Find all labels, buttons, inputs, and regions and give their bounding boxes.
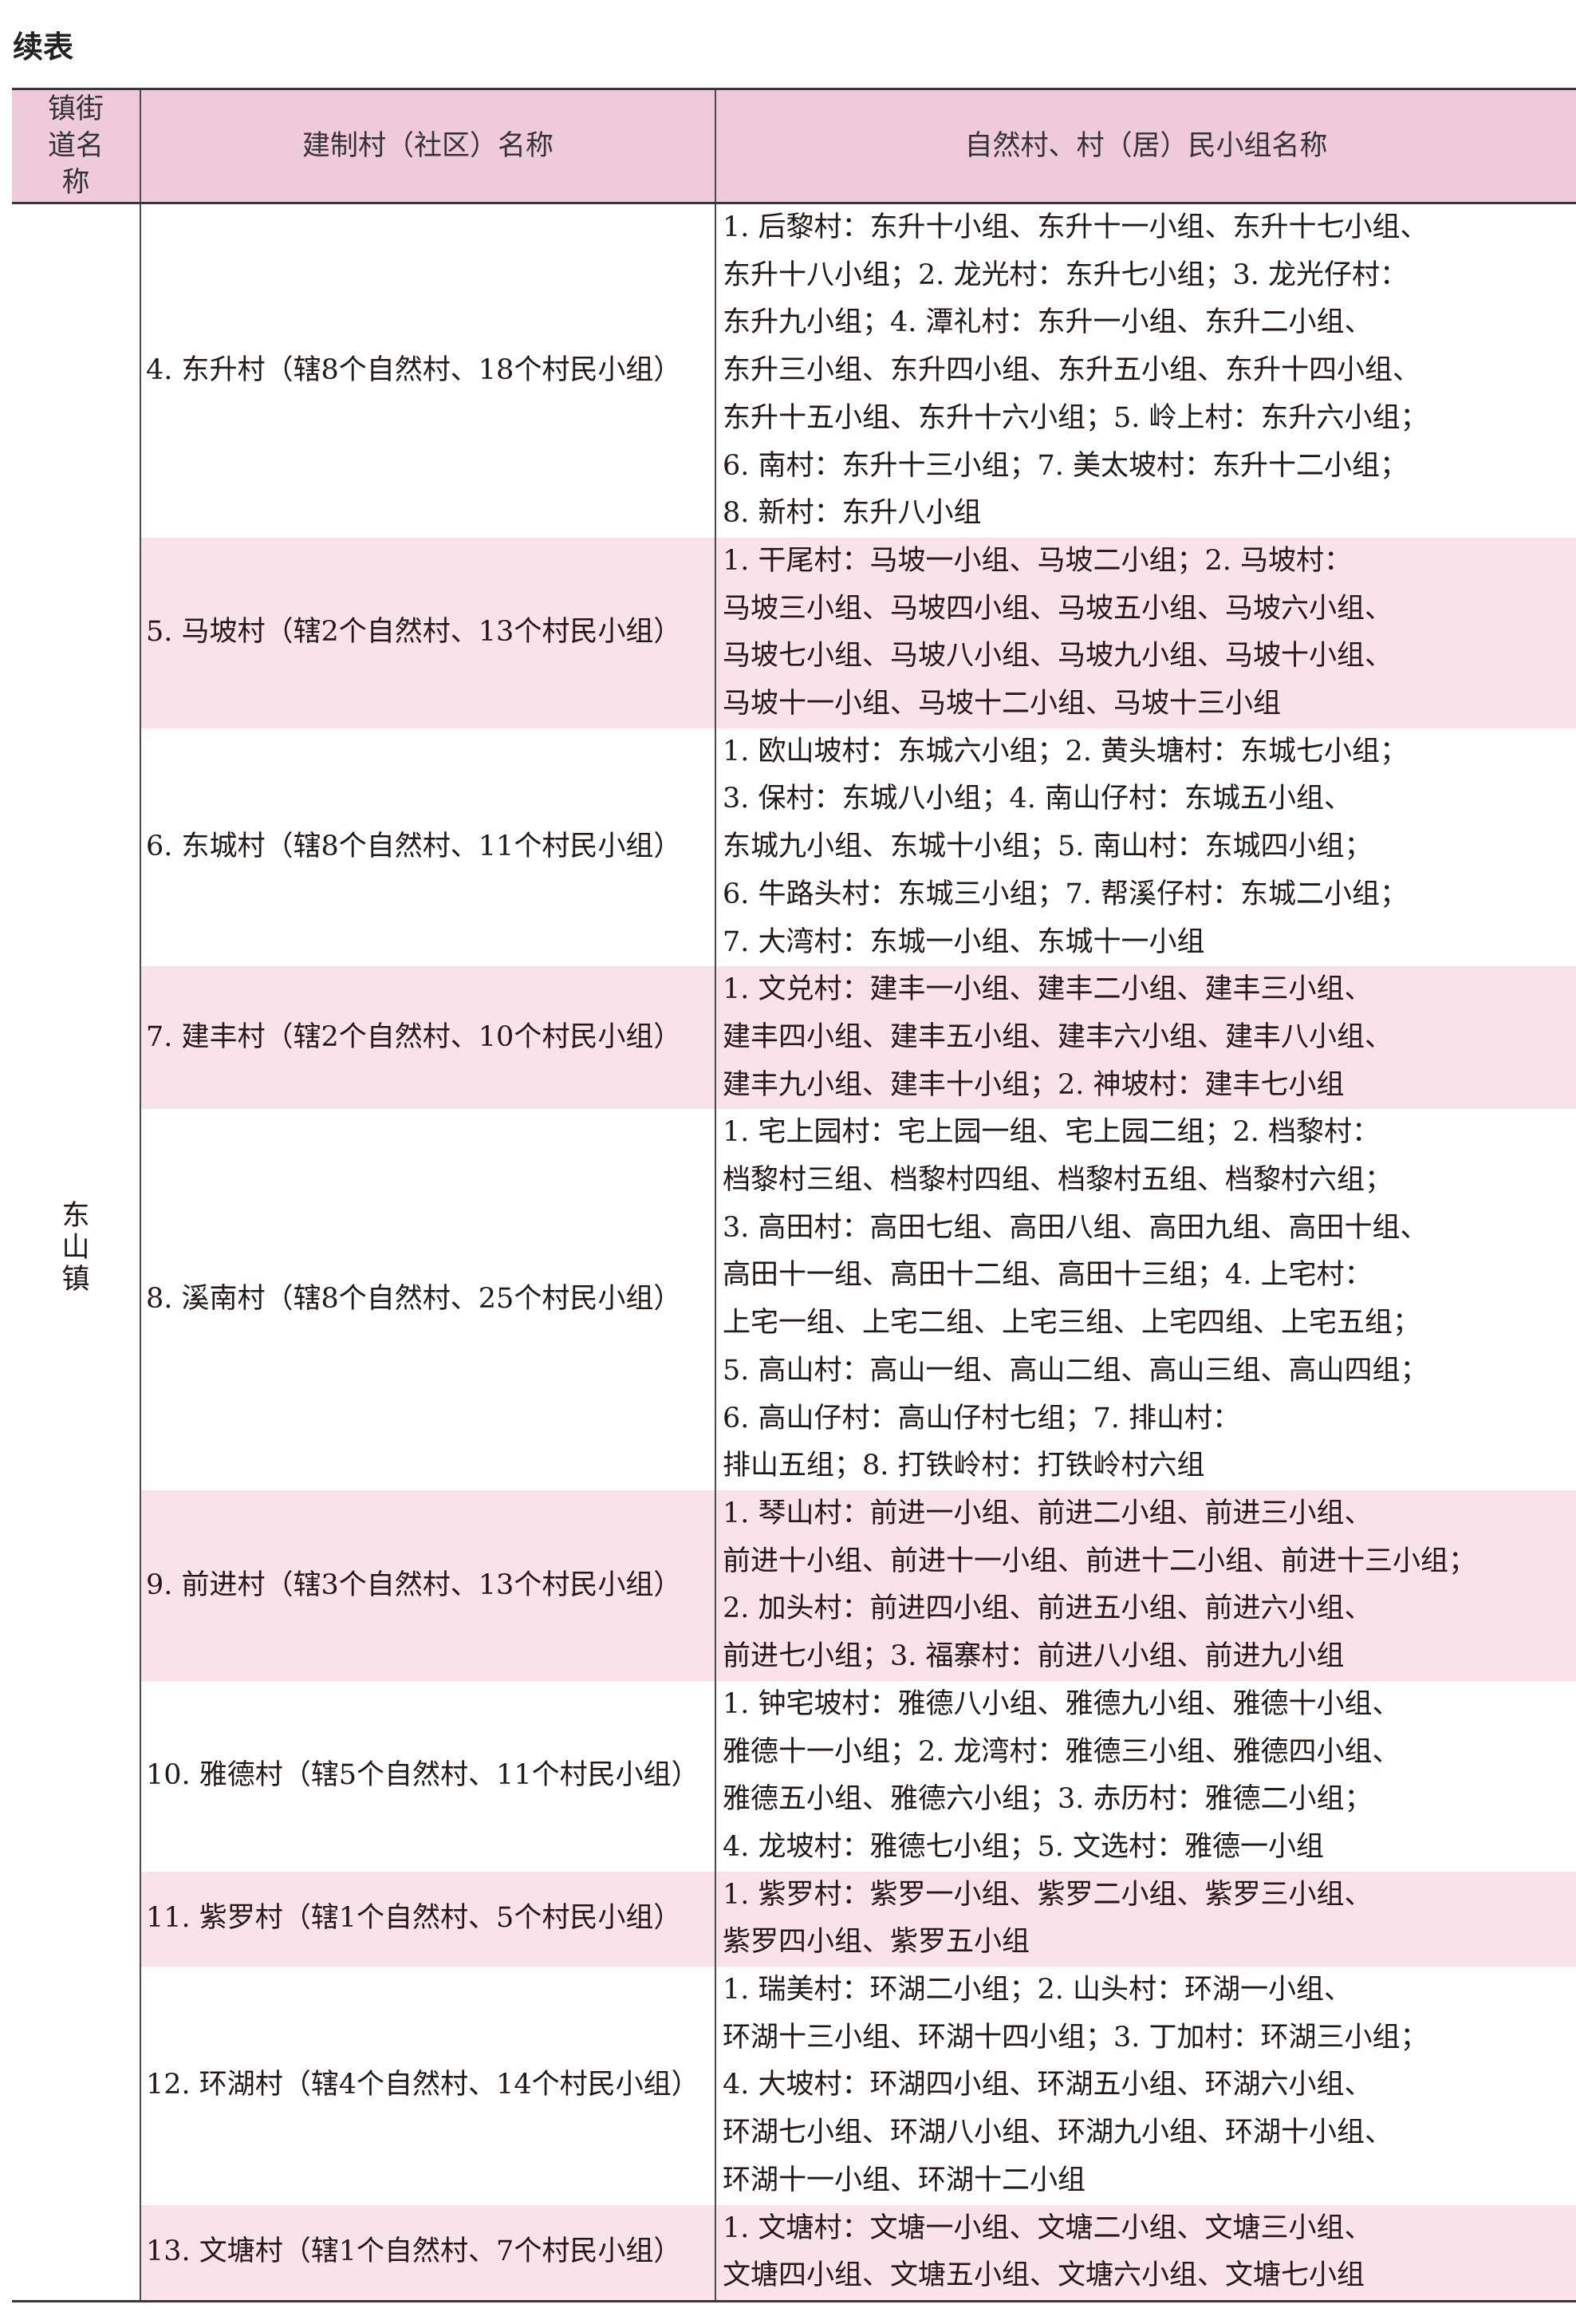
header-groups: 自然村、村（居）民小组名称: [715, 88, 1576, 204]
groups-cell: 1. 文塘村：文塘一小组、文塘二小组、文塘三小组、 文塘四小组、文塘五小组、文塘六…: [715, 2204, 1576, 2302]
groups-line: 东升十五小组、东升十六小组；5. 岭上村：东升六小组；: [723, 401, 1428, 434]
groups-line: 5. 高山村：高山一组、高山二组、高山三组、高山四组；: [723, 1354, 1428, 1387]
groups-line: 东升十八小组；2. 龙光村：东升七小组；3. 龙光仔村：: [723, 258, 1409, 291]
groups-line: 建丰四小组、建丰五小组、建丰六小组、建丰八小组、: [723, 1020, 1393, 1053]
header-town: 镇街道名称: [12, 88, 140, 204]
groups-line: 马坡三小组、马坡四小组、马坡五小组、马坡六小组、: [723, 592, 1393, 625]
table-row: 12. 环湖村（辖4个自然村、14个村民小组） 1. 瑞美村：环湖二小组；2. 山…: [12, 1967, 1576, 2205]
table-row: 东山镇 4. 东升村（辖8个自然村、18个村民小组） 1. 后黎村：东升十小组、东升…: [12, 203, 1576, 2302]
groups-line: 1. 后黎村：东升十小组、东升十一小组、东升十七小组、: [723, 211, 1428, 243]
groups-line: 6. 南村：东升十三小组；7. 美太坡村：东升十二小组；: [723, 449, 1409, 482]
table-row: 8. 溪南村（辖8个自然村、25个村民小组） 1. 宅上园村：宅上园一组、宅上园二…: [12, 1109, 1576, 1490]
groups-line: 1. 琴山村：前进一小组、前进二小组、前进三小组、: [723, 1497, 1373, 1529]
groups-line: 4. 大坡村：环湖四小组、环湖五小组、环湖六小组、: [723, 2069, 1373, 2101]
groups-line: 前进七小组；3. 福寨村：前进八小组、前进九小组: [723, 1640, 1345, 1673]
groups-line: 1. 紫罗村：紫罗一小组、紫罗二小组、紫罗三小组、: [723, 1878, 1373, 1911]
groups-line: 1. 瑞美村：环湖二小组；2. 山头村：环湖一小组、: [723, 1974, 1353, 2006]
groups-line: 6. 高山仔村：高山仔村七组；7. 排山村：: [723, 1402, 1241, 1434]
groups-cell: 1. 紫罗村：紫罗一小组、紫罗二小组、紫罗三小组、 紫罗四小组、紫罗五小组: [715, 1871, 1576, 1967]
groups-line: 4. 龙坡村：雅德七小组；5. 文选村：雅德一小组: [723, 1830, 1325, 1863]
town-cell: 东山镇: [12, 203, 141, 2302]
groups-line: 1. 钟宅坡村：雅德八小组、雅德九小组、雅德十小组、: [723, 1687, 1401, 1720]
groups-cell: 1. 干尾村：马坡一小组、马坡二小组；2. 马坡村： 马坡三小组、马坡四小组、马坡…: [715, 537, 1576, 728]
groups-line: 排山五组；8. 打铁岭村：打铁岭村六组: [723, 1450, 1205, 1482]
table-row: 6. 东城村（辖8个自然村、11个村民小组） 1. 欧山坡村：东城六小组；2. 黄…: [12, 728, 1576, 967]
village-groups-table: 镇街道名称 建制村（社区）名称 自然村、村（居）民小组名称 东山镇 4. 东升村（…: [12, 88, 1576, 2302]
groups-line: 环湖七小组、环湖八小组、环湖九小组、环湖十小组、: [723, 2117, 1393, 2149]
groups-line: 环湖十三小组、环湖十四小组；3. 丁加村：环湖三小组；: [723, 2021, 1428, 2054]
village-name-cell: 5. 马坡村（辖2个自然村、13个村民小组）: [140, 537, 715, 728]
table-row: 11. 紫罗村（辖1个自然村、5个村民小组） 1. 紫罗村：紫罗一小组、紫罗二小组…: [12, 1871, 1576, 1967]
village-name-cell: 12. 环湖村（辖4个自然村、14个村民小组）: [146, 2069, 699, 2101]
groups-line: 1. 宅上园村：宅上园一组、宅上园二组；2. 档黎村：: [723, 1116, 1381, 1149]
table-row: 10. 雅德村（辖5个自然村、11个村民小组） 1. 钟宅坡村：雅德八小组、雅德九…: [12, 1680, 1576, 1872]
groups-line: 高田十一组、高田十二组、高田十三组；4. 上宅村：: [723, 1259, 1373, 1292]
village-name-cell: 4. 东升村（辖8个自然村、18个村民小组）: [140, 203, 715, 538]
groups-line: 马坡十一小组、马坡十二小组、马坡十三小组: [723, 688, 1282, 720]
table-row: 5. 马坡村（辖2个自然村、13个村民小组） 1. 干尾村：马坡一小组、马坡二小组…: [12, 537, 1576, 728]
groups-line: 马坡七小组、马坡八小组、马坡九小组、马坡十小组、: [723, 640, 1393, 673]
groups-line: 雅德十一小组；2. 龙湾村：雅德三小组、雅德四小组、: [723, 1735, 1401, 1768]
groups-cell: 1. 琴山村：前进一小组、前进二小组、前进三小组、前进十小组、前进十一小组、前进…: [715, 1489, 1576, 1681]
groups-line: 3. 保村：东城八小组；4. 南山仔村：东城五小组、: [723, 783, 1353, 815]
village-name-cell: 11. 紫罗村（辖1个自然村、5个村民小组）: [140, 1871, 715, 1967]
groups-line: 3. 高田村：高田七组、高田八组、高田九组、高田十组、: [723, 1211, 1428, 1244]
groups-line: 1. 干尾村：马坡一小组、马坡二小组；2. 马坡村：: [723, 544, 1353, 577]
groups-line: 2. 加头村：前进四小组、前进五小组、前进六小组、: [723, 1592, 1373, 1625]
groups-line: 雅德五小组、雅德六小组；3. 赤历村：雅德二小组；: [723, 1783, 1373, 1816]
groups-line: 1. 欧山坡村：东城六小组；2. 黄头塘村：东城七小组；: [723, 735, 1409, 767]
table-row: 7. 建丰村（辖2个自然村、10个村民小组） 1. 文兑村：建丰一小组、建丰二小组…: [12, 966, 1576, 1110]
groups-line: 文塘四小组、文塘五小组、文塘六小组、文塘七小组: [723, 2259, 1365, 2292]
groups-line: 1. 文塘村：文塘一小组、文塘二小组、文塘三小组、: [723, 2212, 1373, 2244]
village-name-cell: 8. 溪南村（辖8个自然村、25个村民小组）: [146, 1283, 682, 1316]
table-row: 13. 文塘村（辖1个自然村、7个村民小组） 1. 文塘村：文塘一小组、文塘二小组…: [12, 2204, 1576, 2302]
groups-line: 东城九小组、东城十小组；5. 南山村：东城四小组；: [723, 831, 1373, 863]
village-name-cell: 13. 文塘村（辖1个自然村、7个村民小组）: [140, 2204, 715, 2302]
village-name-cell: 7. 建丰村（辖2个自然村、10个村民小组）: [140, 966, 715, 1110]
groups-line: 紫罗四小组、紫罗五小组: [723, 1926, 1030, 1959]
groups-line: 7. 大湾村：东城一小组、东城十一小组: [723, 925, 1205, 958]
groups-cell: 1. 文兑村：建丰一小组、建丰二小组、建丰三小组、 建丰四小组、建丰五小组、建丰六…: [715, 966, 1576, 1110]
table-row: 9. 前进村（辖3个自然村、13个村民小组） 1. 琴山村：前进一小组、前进二小组…: [12, 1489, 1576, 1681]
town-name: 东山镇: [61, 1200, 90, 1296]
groups-cell: 1. 后黎村：东升十小组、东升十一小组、东升十七小组、 东升十八小组；2. 龙光村…: [715, 203, 1576, 538]
table-caption: 续表: [13, 30, 74, 65]
groups-line: 6. 牛路头村：东城三小组；7. 帮溪仔村：东城二小组；: [723, 878, 1409, 910]
table-header-row: 镇街道名称 建制村（社区）名称 自然村、村（居）民小组名称: [12, 88, 1576, 204]
groups-line: 前进十小组、前进十一小组、前进十二小组、前进十三小组；: [723, 1545, 1477, 1577]
groups-cell: 1. 钟宅坡村：雅德八小组、雅德九小组、雅德十小组、 雅德十一小组；2. 龙湾村：…: [715, 1680, 1576, 1872]
groups-cell: 1. 瑞美村：环湖二小组；2. 山头村：环湖一小组、环湖十三小组、环湖十四小组；…: [715, 1967, 1576, 2205]
village-name-cell: 10. 雅德村（辖5个自然村、11个村民小组）: [146, 1759, 699, 1792]
groups-line: 上宅一组、上宅二组、上宅三组、上宅四组、上宅五组；: [723, 1307, 1421, 1340]
village-name-cell: 9. 前进村（辖3个自然村、13个村民小组）: [140, 1489, 715, 1681]
header-village: 建制村（社区）名称: [140, 88, 715, 204]
groups-line: 东升三小组、东升四小组、东升五小组、东升十四小组、: [723, 354, 1421, 387]
groups-line: 8. 新村：东升八小组: [723, 497, 982, 530]
groups-line: 档黎村三组、档黎村四组、档黎村五组、档黎村六组；: [723, 1164, 1393, 1197]
village-name-cell: 6. 东城村（辖8个自然村、11个村民小组）: [146, 831, 682, 863]
groups-line: 1. 文兑村：建丰一小组、建丰二小组、建丰三小组、: [723, 973, 1373, 1006]
groups-line: 环湖十一小组、环湖十二小组: [723, 2164, 1086, 2196]
groups-line: 东升九小组；4. 潭礼村：东升一小组、东升二小组、: [723, 306, 1373, 339]
groups-cell: 1. 欧山坡村：东城六小组；2. 黄头塘村：东城七小组； 3. 保村：东城八小组；…: [715, 728, 1576, 967]
groups-cell: 1. 宅上园村：宅上园一组、宅上园二组；2. 档黎村： 档黎村三组、档黎村四组、档…: [715, 1109, 1576, 1490]
groups-line: 建丰九小组、建丰十小组；2. 神坡村：建丰七小组: [723, 1068, 1345, 1101]
